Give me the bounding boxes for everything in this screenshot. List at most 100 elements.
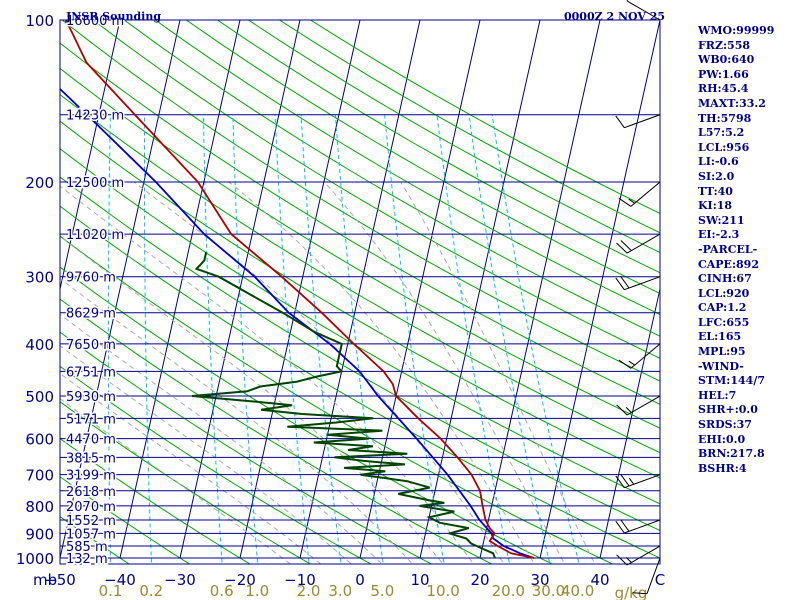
dry-adiabat [60, 148, 660, 505]
wind-barb [618, 181, 661, 207]
pressure-tick-label: 400 [25, 336, 54, 354]
moist-adiabat [133, 181, 505, 564]
moist-adiabat [60, 185, 475, 564]
dry-adiabat [61, 20, 660, 382]
background-lines [60, 20, 660, 564]
moist-adiabat [323, 181, 566, 564]
dry-adiabat [60, 120, 660, 479]
height-label: 7650 m [66, 338, 116, 353]
temperature-tick-label: 0 [355, 571, 365, 589]
height-label: 5171 m [66, 412, 116, 427]
wind-barb [616, 233, 661, 254]
mixing-ratio-tick-label: 0.6 [210, 582, 234, 600]
moist-adiabat [60, 398, 292, 564]
parameter-row: EL:165 [698, 330, 742, 344]
wind-barb [615, 275, 661, 291]
temperature-tick-label: −50 [44, 571, 76, 589]
isotherm-line [239, 20, 361, 559]
isotherm-line [599, 286, 660, 559]
parameter-row: WMO:99999 [698, 24, 775, 37]
height-label: 3815 m [66, 451, 116, 466]
parameter-row: MAXT:33.2 [698, 96, 766, 110]
dry-adiabat [60, 93, 660, 454]
height-label: 4470 m [66, 433, 116, 448]
parameter-row: TT:40 [698, 184, 733, 198]
mixing-ratio-tick-label: 3.0 [328, 582, 352, 600]
parameter-row: SI:2.0 [698, 169, 735, 183]
parcel-trace [60, 87, 535, 559]
wind-barb [616, 395, 661, 416]
parameter-row: BSHR:4 [698, 461, 747, 475]
height-label: 2070 m [66, 500, 116, 515]
height-label: 1552 m [66, 514, 116, 529]
dry-adiabat [217, 20, 660, 274]
parameter-row: LI:-0.6 [698, 155, 739, 169]
isotherm-line [539, 20, 660, 559]
isotherm-line [119, 20, 241, 559]
pressure-tick-label: 300 [25, 269, 54, 287]
pressure-tick-label: 200 [25, 174, 54, 192]
height-label: 12500 m [66, 176, 124, 191]
dry-adiabat [60, 298, 493, 564]
mixing-ratio-tick-label: 2.0 [297, 582, 321, 600]
dry-adiabat [60, 365, 372, 564]
height-label: 1057 m [66, 527, 116, 542]
dry-adiabat [60, 437, 251, 564]
temperature-tick-label: −30 [164, 571, 196, 589]
isotherm-line [359, 20, 481, 559]
mixing-ratio-tick-label: 10.0 [426, 582, 459, 600]
dry-adiabat [60, 476, 191, 564]
dry-adiabat [60, 515, 130, 564]
moist-adiabat [60, 313, 383, 564]
dry-adiabat [123, 20, 660, 337]
parameter-row: WB0:640 [698, 53, 755, 67]
mixing-ratio-unit-label: g/kg [615, 584, 648, 600]
parameter-row: LFC:655 [698, 315, 750, 329]
height-label: 9760 m [66, 271, 116, 286]
temperature-tick-label: −10 [284, 571, 316, 589]
pressure-tick-label: 100 [25, 12, 54, 30]
parameter-row: LCL:956 [698, 140, 750, 154]
height-label: 11020 m [66, 228, 124, 243]
wind-barb [626, 0, 661, 21]
temperature-tick-label: 30 [530, 571, 549, 589]
height-label: 585 m [66, 540, 108, 555]
dewpoint-trace [192, 251, 496, 559]
isotherm-line [479, 20, 601, 559]
profile-lines [60, 20, 535, 559]
parameter-row: PW:1.66 [698, 67, 749, 81]
wind-barb [615, 114, 661, 129]
height-label: 2618 m [66, 485, 116, 500]
wind-barb [615, 473, 661, 489]
dry-adiabat [248, 20, 660, 254]
pressure-tick-label: 1000 [16, 550, 54, 568]
parameter-row: SRDS:37 [698, 418, 752, 432]
pressure-tick-label: 600 [25, 431, 54, 449]
mixing-ratio-tick-label: 40.0 [561, 582, 594, 600]
height-label: 16600 m [66, 14, 124, 29]
parameter-row: BRN:217.8 [698, 447, 765, 461]
mixing-ratio-tick-label: 0.1 [99, 582, 123, 600]
moist-adiabat [60, 372, 322, 564]
parameter-row: CAP:1.2 [698, 301, 747, 315]
temperature-tick-label: 10 [410, 571, 429, 589]
isotherm-line [299, 20, 421, 559]
parameter-row: EHI:0.0 [698, 432, 746, 446]
dry-adiabat [155, 20, 660, 316]
height-label: 14230 m [66, 109, 124, 124]
mixing-ratio-line [436, 114, 511, 564]
parameter-row: -WIND- [698, 359, 744, 373]
temperature-unit-label: C [655, 571, 665, 589]
height-label: 5930 m [66, 390, 116, 405]
moist-adiabat [400, 181, 596, 564]
isotherm-line [60, 20, 181, 559]
mixing-ratio-line [232, 114, 259, 564]
parameter-row: -PARCEL- [698, 242, 758, 256]
mixing-ratio-tick-label: 1.0 [245, 582, 269, 600]
dry-adiabat [60, 42, 660, 405]
height-label: 8629 m [66, 307, 116, 322]
parameter-row: TH:5798 [698, 111, 752, 125]
height-label: 132 m [66, 552, 108, 567]
mixing-ratio-tick-label: 30.0 [532, 582, 565, 600]
